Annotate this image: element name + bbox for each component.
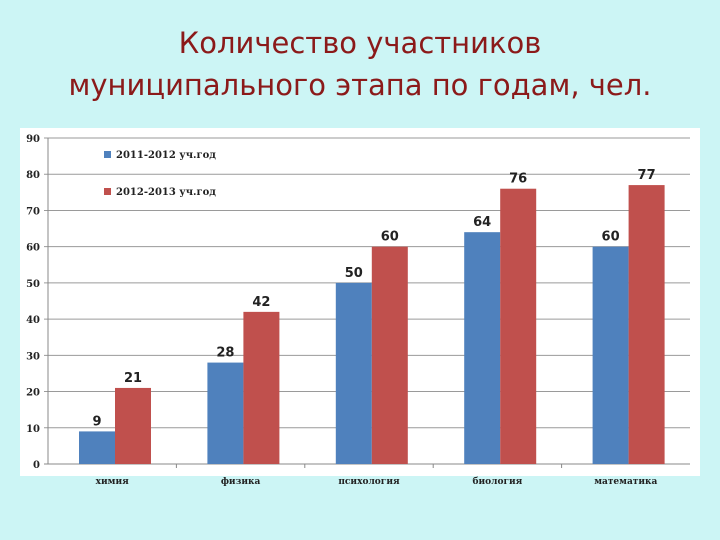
legend-label: 2012-2013 уч.год — [116, 187, 216, 198]
bar — [464, 232, 501, 464]
x-category-label: химия — [96, 477, 130, 487]
legend-swatch — [104, 188, 111, 195]
data-label: 42 — [252, 295, 270, 310]
y-tick-label: 0 — [33, 460, 40, 471]
bar — [592, 246, 629, 464]
data-label: 60 — [381, 230, 399, 245]
legend-label: 2011-2012 уч.год — [116, 150, 216, 161]
data-label: 76 — [509, 172, 527, 187]
data-label: 9 — [92, 414, 101, 429]
y-tick-label: 20 — [26, 388, 40, 399]
data-labels: 9 21 28 42 50 60 64 76 60 77 — [92, 168, 655, 429]
legend-swatch — [104, 151, 111, 158]
bar — [207, 362, 244, 464]
y-tick-label: 40 — [26, 315, 40, 326]
y-tick-label: 50 — [26, 279, 40, 290]
data-label: 77 — [638, 168, 656, 183]
bar — [115, 387, 151, 464]
bar — [243, 311, 280, 464]
x-category-label: физика — [221, 477, 261, 487]
title-line-1: Количество участников — [178, 26, 542, 60]
data-label: 21 — [124, 371, 142, 386]
data-label: 60 — [602, 230, 620, 245]
y-tick-label: 30 — [26, 351, 40, 362]
x-category-label: математика — [594, 477, 657, 487]
y-tick-label: 70 — [26, 206, 40, 217]
bars — [79, 185, 665, 465]
y-tick-label: 80 — [26, 170, 40, 181]
data-label: 28 — [216, 346, 234, 361]
y-tick-label: 60 — [26, 243, 40, 254]
bar — [371, 246, 408, 464]
bar — [335, 282, 372, 464]
bar — [628, 185, 665, 465]
data-label: 50 — [345, 266, 363, 281]
title-line-2: муниципального этапа по годам, чел. — [68, 68, 652, 102]
x-axis-categories: химия физика психология биология математика — [96, 476, 658, 487]
x-category-label: психология — [338, 477, 400, 487]
y-tick-label: 90 — [26, 134, 40, 145]
page-title: Количество участников муниципального эта… — [0, 22, 720, 106]
x-category-label: биология — [472, 476, 522, 487]
y-tick-label: 10 — [26, 424, 40, 435]
bar — [79, 431, 115, 464]
y-axis-ticks: 0 10 20 30 40 50 60 70 80 90 — [26, 134, 40, 471]
legend: 2011-2012 уч.год 2012-2013 уч.год — [104, 150, 216, 198]
data-label: 64 — [473, 215, 491, 230]
bar — [500, 188, 537, 464]
